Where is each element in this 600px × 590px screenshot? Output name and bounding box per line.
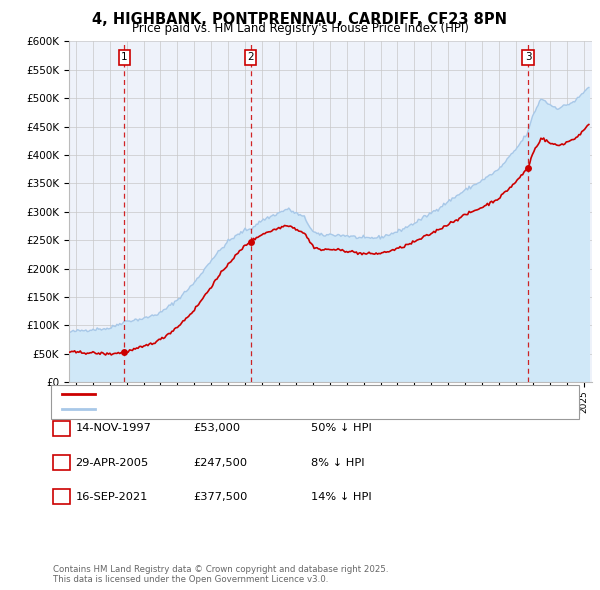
Text: Contains HM Land Registry data © Crown copyright and database right 2025.
This d: Contains HM Land Registry data © Crown c…	[53, 565, 388, 584]
Text: £377,500: £377,500	[194, 492, 248, 502]
Text: 4, HIGHBANK, PONTPRENNAU, CARDIFF, CF23 8PN (detached house): 4, HIGHBANK, PONTPRENNAU, CARDIFF, CF23 …	[101, 389, 457, 399]
Text: 14-NOV-1997: 14-NOV-1997	[76, 424, 151, 433]
Text: 1: 1	[58, 424, 65, 433]
Text: 50% ↓ HPI: 50% ↓ HPI	[311, 424, 371, 433]
Text: 3: 3	[525, 52, 532, 62]
Text: 16-SEP-2021: 16-SEP-2021	[76, 492, 148, 502]
Text: 1: 1	[121, 52, 128, 62]
Text: 3: 3	[58, 492, 65, 502]
Text: 2: 2	[247, 52, 254, 62]
Text: £247,500: £247,500	[194, 458, 248, 467]
Text: 2: 2	[58, 458, 65, 467]
Text: Price paid vs. HM Land Registry's House Price Index (HPI): Price paid vs. HM Land Registry's House …	[131, 22, 469, 35]
Text: 8% ↓ HPI: 8% ↓ HPI	[311, 458, 364, 467]
Text: HPI: Average price, detached house, Cardiff: HPI: Average price, detached house, Card…	[101, 404, 329, 414]
Text: 4, HIGHBANK, PONTPRENNAU, CARDIFF, CF23 8PN: 4, HIGHBANK, PONTPRENNAU, CARDIFF, CF23 …	[92, 12, 508, 27]
Text: 29-APR-2005: 29-APR-2005	[76, 458, 149, 467]
Text: £53,000: £53,000	[194, 424, 241, 433]
Text: 14% ↓ HPI: 14% ↓ HPI	[311, 492, 371, 502]
